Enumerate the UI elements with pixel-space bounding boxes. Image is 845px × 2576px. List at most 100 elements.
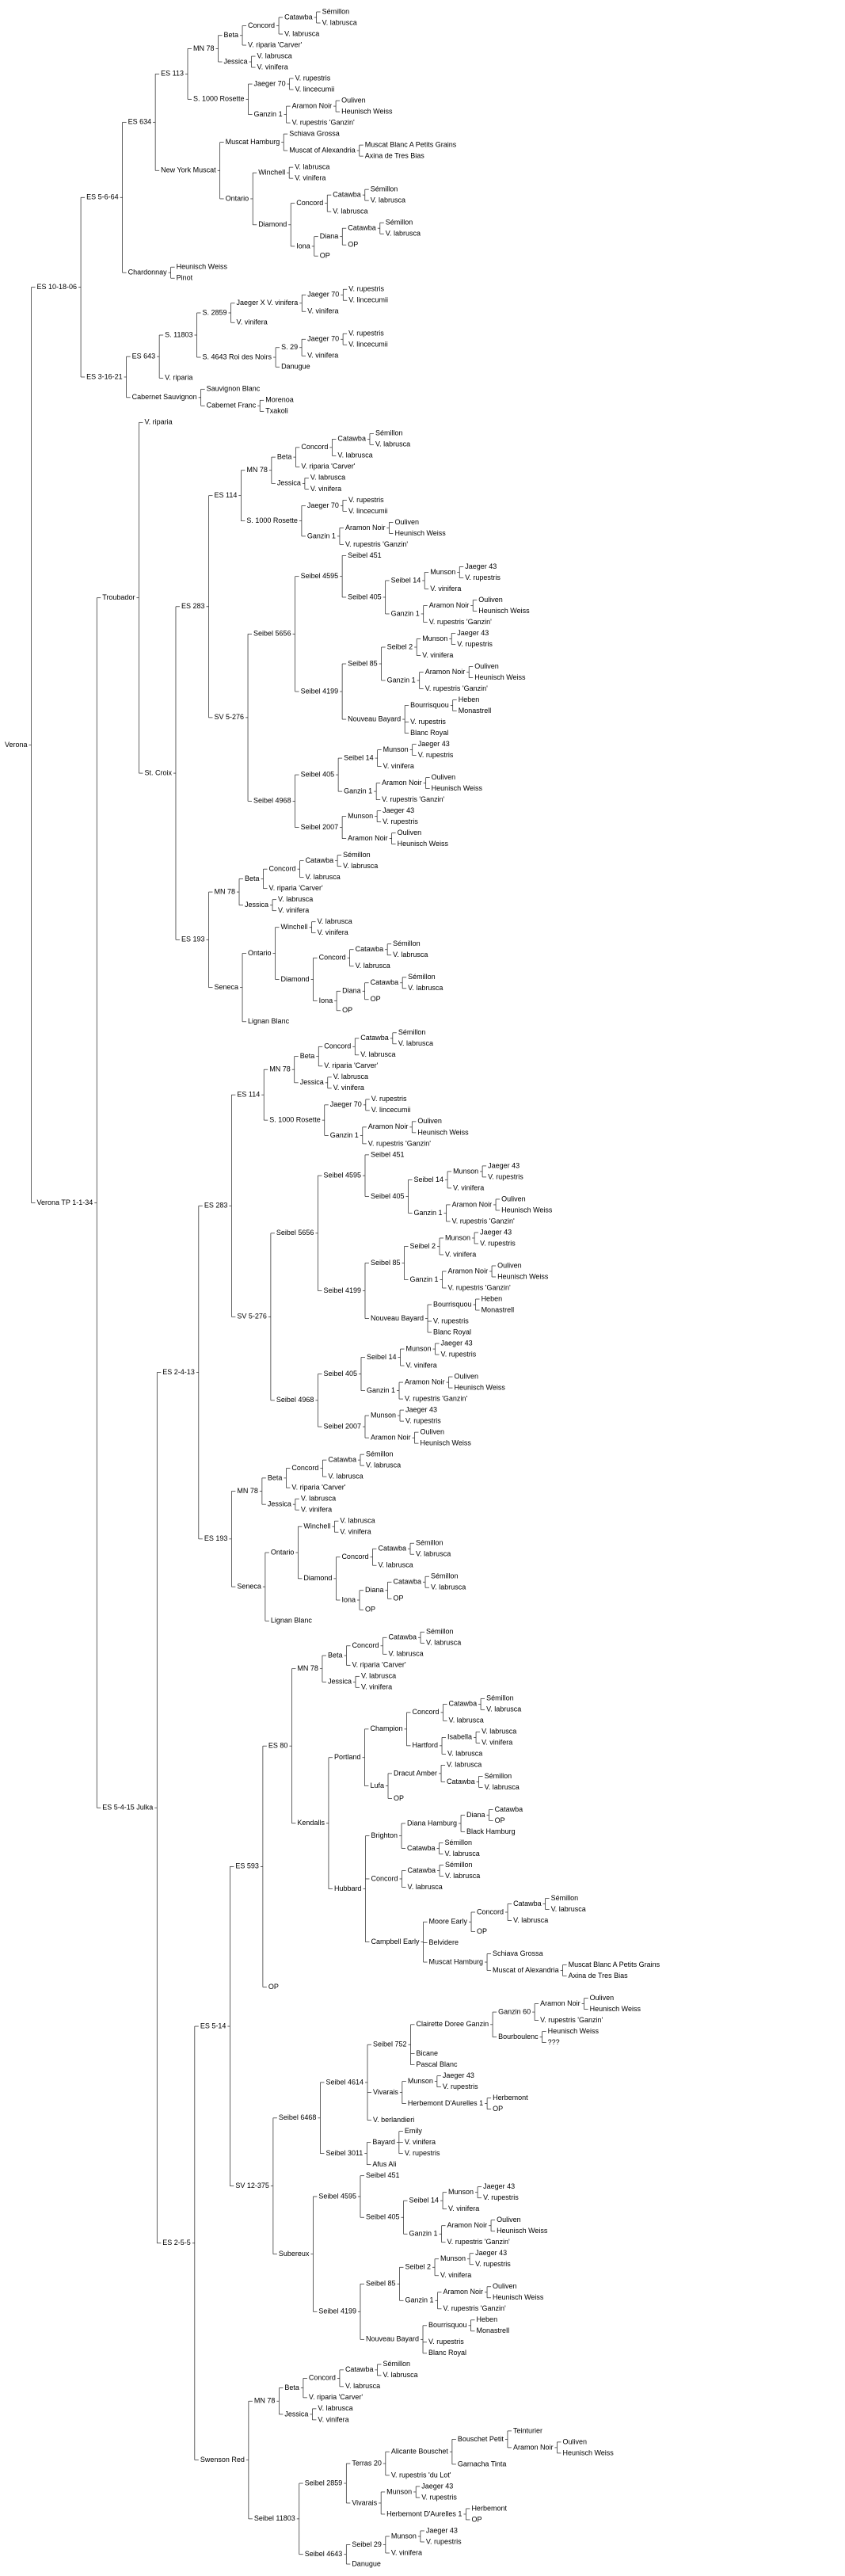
node-label: Heunisch Weiss (432, 784, 483, 792)
node-label: Aramon Noir (292, 101, 333, 109)
node-label: Sémillon (431, 1572, 459, 1580)
node-label: V. labrusca (322, 18, 357, 26)
node-label: Beta (268, 1473, 283, 1481)
node-label: Pascal Blanc (417, 2060, 459, 2068)
node-label: Heunisch Weiss (590, 2005, 641, 2013)
node-label: Munson (408, 2077, 433, 2085)
node-label: V. rupestris (488, 1172, 523, 1180)
node-label: Muscat of Alexandria (493, 1966, 559, 1974)
node-label: V. vinifera (383, 762, 414, 770)
node-label: Black Hamburg (466, 1827, 516, 1835)
node-label: OP (495, 1816, 505, 1824)
node-label: Sémillon (322, 7, 350, 15)
node-label: Ouliven (394, 518, 419, 526)
node-label: Isabella (447, 1733, 472, 1741)
node-label: Jessica (284, 2410, 308, 2418)
node-label: Seibel 5656 (253, 630, 291, 638)
node-label: Munson (371, 1411, 396, 1419)
node-label: Catawba (513, 1900, 542, 1907)
node-label: Danugue (352, 2559, 381, 2567)
node-label: ES 193 (181, 936, 205, 943)
node-label: Vivarais (352, 2498, 377, 2506)
node-label: V. vinifera (448, 2204, 479, 2212)
node-label: S. 11803 (165, 330, 192, 338)
node-label: Seibel 2007 (301, 823, 339, 831)
node-label: V. rupestris (443, 2083, 478, 2090)
node-label: Aramon Noir (368, 1122, 409, 1130)
node-label: Heunisch Weiss (177, 263, 228, 271)
node-label: ES 80 (268, 1742, 288, 1750)
node-label: Ouliven (501, 1195, 526, 1202)
node-label: Seibel 4595 (318, 2192, 356, 2200)
node-label: V. lincecumii (371, 1106, 411, 1114)
node-label: Seibel 85 (348, 659, 378, 667)
node-label: Beta (300, 1052, 315, 1060)
node-label: Jaeger 43 (475, 2249, 507, 2257)
node-label: Seibel 3011 (325, 2149, 363, 2157)
node-label: Concord (341, 1553, 368, 1560)
node-label: V. riparia 'Carver' (309, 2393, 363, 2401)
node-label: ES 5-14 (200, 2022, 226, 2029)
node-label: Ouliven (417, 1117, 442, 1125)
node-label: Champion (370, 1724, 402, 1732)
node-label: V. riparia 'Carver' (324, 1061, 378, 1069)
node-label: Muscat Hamburg (429, 1957, 484, 1965)
node-label: Garnacha Tinta (458, 2460, 507, 2467)
node-label: Jaeger 43 (488, 1161, 520, 1169)
node-label: Jaeger 70 (307, 335, 339, 343)
node-label: V. labrusca (481, 1728, 516, 1736)
node-label: Aramon Noir (382, 779, 422, 787)
node-label: Jessica (328, 1678, 352, 1686)
node-label: Herbemont (493, 2094, 528, 2102)
node-label: Seibel 405 (366, 2213, 400, 2221)
node-label: Afus Ali (372, 2160, 396, 2168)
node-label: S. 29 (281, 343, 298, 351)
node-label: Sémillon (371, 185, 398, 193)
node-label: V. rupestris (457, 640, 493, 648)
node-label: V. labrusca (386, 230, 421, 238)
node-label: Ouliven (421, 1427, 445, 1435)
node-label: Seibel 4643 (305, 2550, 343, 2558)
node-label: Heunisch Weiss (421, 1439, 472, 1446)
node-label: Catawba (407, 1844, 436, 1852)
node-label: Catawba (306, 856, 334, 864)
node-label: V. riparia 'Carver' (291, 1484, 345, 1492)
node-label: V. labrusca (361, 1672, 396, 1680)
node-label: Danugue (281, 363, 310, 371)
node-label: Bayard (372, 2138, 395, 2146)
node-label: Seibel 4199 (318, 2307, 356, 2315)
node-label: V. labrusca (333, 208, 367, 215)
node-label: V. labrusca (447, 1750, 482, 1758)
node-label: Sémillon (386, 219, 413, 227)
node-label: V. vinifera (307, 352, 338, 360)
node-label: Aramon Noir (448, 1267, 489, 1275)
node-label: V. rupestris 'Ganzin' (429, 618, 492, 626)
node-label: V. rupestris (348, 496, 384, 504)
node-label: New York Muscat (161, 166, 216, 174)
node-label: Ganzin 1 (410, 1275, 439, 1283)
node-label: V. labrusca (416, 1550, 451, 1558)
node-label: V. rupestris 'Ganzin' (425, 684, 488, 692)
node-label: Ganzin 1 (409, 2230, 438, 2238)
node-label: V. labrusca (343, 862, 378, 870)
node-label: V. labrusca (375, 440, 410, 448)
node-label: Concord (296, 199, 323, 207)
node-label: Seibel 2 (405, 2263, 432, 2271)
node-label: Aramon Noir (371, 1433, 411, 1441)
node-label: Jaeger 43 (383, 806, 414, 814)
node-label: V. vinifera (440, 2271, 471, 2279)
node-label: V. vinifera (405, 2138, 436, 2146)
node-label: Ontario (248, 949, 272, 957)
node-label: Munson (386, 2487, 412, 2495)
node-label: Seibel 752 (373, 2041, 407, 2048)
node-label: V. labrusca (306, 873, 341, 881)
node-label: Iona (341, 1595, 356, 1603)
node-label: Ouliven (474, 662, 499, 670)
node-label: Seibel 4968 (276, 1396, 314, 1404)
node-label: Lufa (370, 1781, 384, 1789)
node-label: V. vinifera (340, 1528, 371, 1536)
node-label: Seibel 29 (352, 2540, 382, 2548)
node-label: V. rupestris 'Ganzin' (452, 1217, 515, 1225)
node-label: Ouliven (341, 96, 366, 104)
node-label: Jaeger 70 (307, 501, 339, 509)
